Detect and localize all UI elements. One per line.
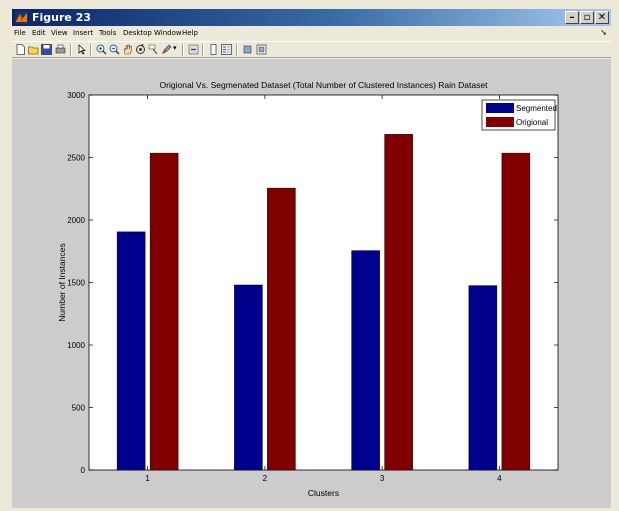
colorbar-icon[interactable]	[208, 44, 219, 55]
figure-toolbar: ▾	[12, 41, 611, 58]
open-file-icon[interactable]	[28, 44, 39, 55]
menu-overflow-icon[interactable]: ➘	[600, 28, 607, 37]
bar-segmented-cluster-1[interactable]	[116, 231, 146, 471]
minimize-button[interactable]: –	[565, 11, 579, 24]
maximize-button[interactable]: ▫	[580, 11, 594, 24]
toolbar-separator	[182, 44, 184, 56]
pan-icon[interactable]	[122, 44, 133, 55]
bar-segmented-cluster-3[interactable]	[351, 250, 380, 471]
axis-ticks: 0 500 1000 1500 2000 2500 3000 1 2 3 4	[67, 91, 558, 483]
menu-view[interactable]: View	[51, 29, 68, 37]
chart-title: Origional Vs. Segmenated Dataset (Total …	[160, 80, 489, 90]
new-figure-icon[interactable]	[15, 44, 26, 55]
brush-dropdown-icon[interactable]: ▾	[173, 45, 177, 52]
y-tick-label: 3000	[67, 91, 85, 100]
minimize-icon: –	[569, 12, 575, 23]
x-tick-label: 4	[497, 474, 502, 483]
bar-chart: Origional Vs. Segmenated Dataset (Total …	[57, 80, 559, 498]
save-icon[interactable]	[41, 44, 52, 55]
y-tick-label: 2500	[67, 154, 85, 163]
legend-swatch-segmented	[486, 103, 514, 113]
toolbar-separator	[90, 44, 92, 56]
menu-insert[interactable]: Insert	[73, 29, 94, 37]
bar-origional-cluster-1[interactable]	[149, 152, 179, 471]
bar-series	[116, 134, 531, 471]
y-axis-label: Number of Instances	[57, 243, 67, 321]
window-title: Figure 23	[32, 11, 92, 24]
zoom-out-icon[interactable]	[109, 44, 120, 55]
menu-file[interactable]: File	[14, 29, 26, 37]
x-tick-label: 2	[263, 474, 268, 483]
rotate-icon[interactable]	[135, 44, 146, 55]
bar-origional-cluster-2[interactable]	[267, 187, 296, 471]
restore-icon: ▫	[583, 12, 591, 23]
close-button[interactable]: ✕	[595, 11, 609, 24]
y-tick-label: 1500	[67, 279, 85, 288]
matlab-logo-icon	[15, 11, 28, 24]
menu-help[interactable]: Help	[182, 29, 198, 37]
hide-plot-tools-icon[interactable]	[242, 44, 253, 55]
legend-icon[interactable]	[221, 44, 232, 55]
toolbar-separator	[236, 44, 238, 56]
close-icon: ✕	[597, 12, 607, 23]
x-axis-label: Clusters	[308, 488, 339, 498]
menu-window[interactable]: Window	[154, 29, 182, 37]
bar-origional-cluster-4[interactable]	[501, 152, 531, 471]
legend-swatch-origional	[486, 117, 514, 127]
y-tick-label: 500	[72, 404, 86, 413]
legend-label-segmented: Segmented	[516, 104, 557, 113]
bar-segmented-cluster-4[interactable]	[468, 285, 498, 471]
show-plot-tools-icon[interactable]	[256, 44, 267, 55]
legend-label-origional: Origional	[516, 118, 548, 127]
menu-tools[interactable]: Tools	[99, 29, 117, 37]
bar-segmented-cluster-2[interactable]	[234, 284, 263, 471]
x-tick-label: 3	[380, 474, 385, 483]
link-icon[interactable]	[188, 44, 199, 55]
toolbar-separator	[202, 44, 204, 56]
toolbar-separator	[70, 44, 72, 56]
pointer-icon[interactable]	[76, 44, 87, 55]
menu-desktop[interactable]: Desktop	[123, 29, 152, 37]
y-tick-label: 0	[81, 466, 86, 475]
menu-bar: File Edit View Insert Tools Desktop Wind…	[12, 27, 611, 40]
y-tick-label: 1000	[67, 341, 85, 350]
y-tick-label: 2000	[67, 216, 85, 225]
legend[interactable]: Segmented Origional	[481, 99, 557, 131]
x-tick-label: 1	[145, 474, 150, 483]
menu-edit[interactable]: Edit	[32, 29, 46, 37]
bar-origional-cluster-3[interactable]	[384, 134, 413, 471]
brush-icon[interactable]	[161, 44, 172, 55]
data-cursor-icon[interactable]	[148, 44, 159, 55]
zoom-in-icon[interactable]	[96, 44, 107, 55]
print-icon[interactable]	[55, 44, 66, 55]
figure-canvas: Origional Vs. Segmenated Dataset (Total …	[12, 59, 611, 508]
title-bar[interactable]: Figure 23 – ▫ ✕	[12, 9, 611, 26]
